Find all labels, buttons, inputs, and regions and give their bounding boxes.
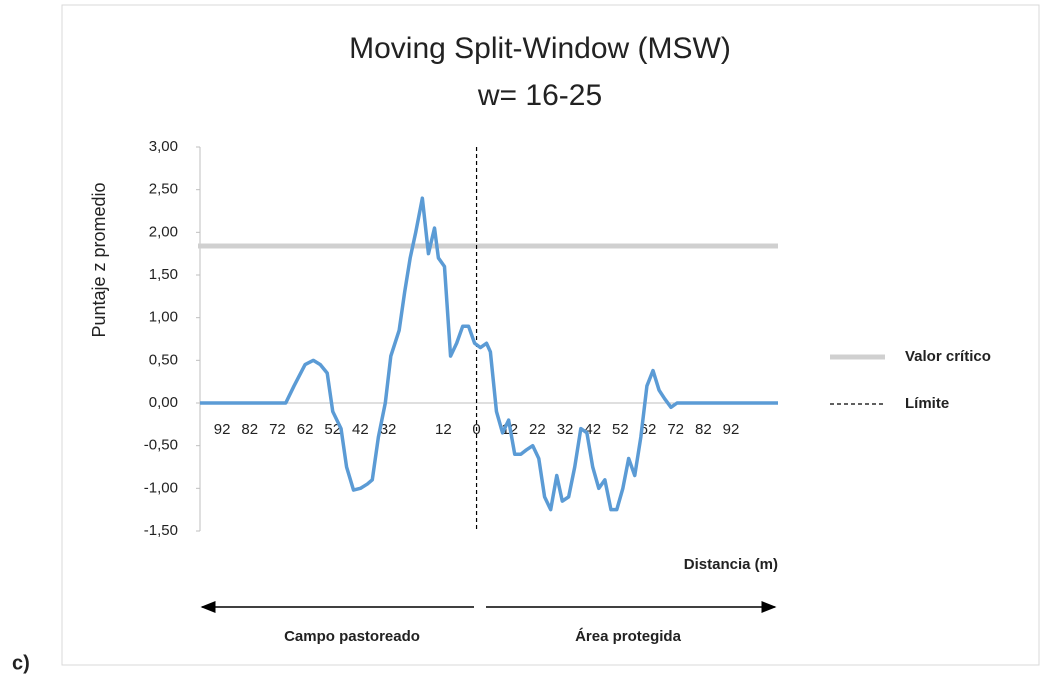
x-tick-label: 92 — [214, 421, 231, 438]
y-tick-label: -0,50 — [144, 437, 178, 454]
x-tick-label: 12 — [435, 421, 452, 438]
x-axis-title: Distancia (m) — [684, 556, 778, 573]
annotation: Campo pastoreado — [284, 628, 420, 645]
x-tick-label: 32 — [380, 421, 397, 438]
x-tick-label: 52 — [324, 421, 341, 438]
chart-title: Moving Split-Window (MSW) — [349, 32, 731, 65]
legend-label: Valor crítico — [905, 348, 991, 365]
chart-subtitle: w= 16-25 — [477, 79, 602, 112]
y-tick-label: 3,00 — [149, 138, 178, 155]
y-tick-label: 1,00 — [149, 309, 178, 326]
y-tick-label: -1,00 — [144, 479, 178, 496]
y-tick-label: -1,50 — [144, 522, 178, 539]
annotation: Área protegida — [575, 628, 682, 645]
data-line — [200, 196, 778, 512]
x-tick-label: 62 — [297, 421, 314, 438]
x-tick-label: 82 — [695, 421, 712, 438]
y-tick-label: 1,50 — [149, 266, 178, 283]
x-tick-label: 92 — [723, 421, 740, 438]
x-tick-label: 42 — [352, 421, 369, 438]
y-tick-label: 0,50 — [149, 351, 178, 368]
panel-label: c) — [12, 652, 30, 674]
chart-frame — [61, 4, 1040, 666]
y-tick-label: 2,00 — [149, 223, 178, 240]
y-axis-title: Puntaje z promedio — [89, 182, 109, 337]
x-tick-label: 82 — [241, 421, 258, 438]
legend-label: Límite — [905, 395, 949, 412]
y-tick-label: 2,50 — [149, 181, 178, 198]
y-tick-label: 0,00 — [149, 394, 178, 411]
x-tick-label: 52 — [612, 421, 629, 438]
x-tick-label: 72 — [667, 421, 684, 438]
x-tick-label: 22 — [529, 421, 546, 438]
x-tick-label: 72 — [269, 421, 286, 438]
x-tick-label: 32 — [557, 421, 574, 438]
